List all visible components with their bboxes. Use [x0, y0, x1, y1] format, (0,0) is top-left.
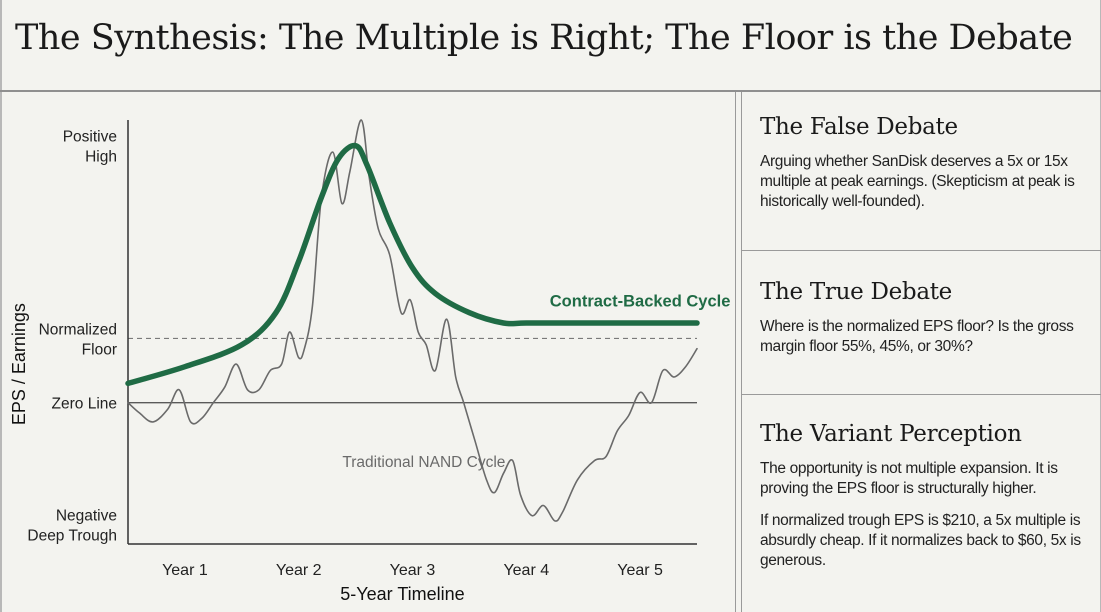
- chart-axes: [127, 120, 697, 545]
- frame-right-edge: [1099, 0, 1101, 612]
- panel-text: The opportunity is not multiple expansio…: [760, 460, 1058, 497]
- reference-lines: [128, 337, 697, 404]
- panel-separator-2: [741, 394, 1101, 396]
- panel-text: Where is the normalized EPS floor? Is th…: [760, 318, 1074, 355]
- x-tick-label: Year 4: [503, 562, 549, 579]
- x-tick-label: Year 1: [162, 562, 208, 579]
- panel-heading: The False Debate: [760, 114, 958, 140]
- y-tick-label: Zero Line: [52, 396, 117, 413]
- panel-heading: The True Debate: [760, 279, 952, 305]
- traditional-nand-cycle-label: Traditional NAND Cycle: [342, 454, 505, 471]
- panel-heading: The Variant Perception: [760, 421, 1022, 447]
- panel-text: If normalized trough EPS is $210, a 5x m…: [760, 512, 1081, 569]
- panel-text: Arguing whether SanDisk deserves a 5x or…: [760, 153, 1075, 210]
- panel-divider-inner: [741, 92, 743, 612]
- contract-backed-cycle-line: [125, 142, 700, 387]
- panel-true-debate: The True Debate Where is the normalized …: [760, 279, 1090, 369]
- title-divider: [0, 90, 1101, 92]
- panel-divider-outer: [735, 92, 737, 612]
- y-axis-title: EPS / Earnings: [9, 303, 29, 425]
- y-tick-label: High: [85, 149, 117, 166]
- y-tick-label: Normalized: [39, 321, 117, 338]
- slide-title: The Synthesis: The Multiple is Right; Th…: [15, 18, 1073, 58]
- panel-false-debate: The False Debate Arguing whether SanDisk…: [760, 114, 1090, 224]
- panel-variant-perception: The Variant Perception The opportunity i…: [760, 421, 1090, 583]
- chart-labels: Year 1 Year 2 Year 3 Year 4 Year 5 Positive Hi…: [9, 129, 730, 604]
- panel-separator-1: [741, 250, 1101, 252]
- x-tick-label: Year 3: [390, 562, 436, 579]
- y-tick-label: Negative: [56, 508, 117, 525]
- traditional-nand-cycle-line: [127, 119, 698, 522]
- x-tick-label: Year 2: [276, 562, 322, 579]
- y-tick-label: Floor: [82, 341, 117, 358]
- contract-backed-cycle-label: Contract-Backed Cycle: [550, 292, 731, 310]
- eps-cycle-chart: Year 1 Year 2 Year 3 Year 4 Year 5 Positive Hi…: [9, 119, 730, 604]
- x-tick-label: Year 5: [617, 562, 663, 579]
- frame-left-edge: [0, 0, 2, 612]
- chart-series: [125, 119, 700, 522]
- y-tick-label: Deep Trough: [27, 528, 117, 545]
- y-tick-label: Positive: [63, 129, 117, 146]
- x-axis-title: 5-Year Timeline: [340, 584, 464, 604]
